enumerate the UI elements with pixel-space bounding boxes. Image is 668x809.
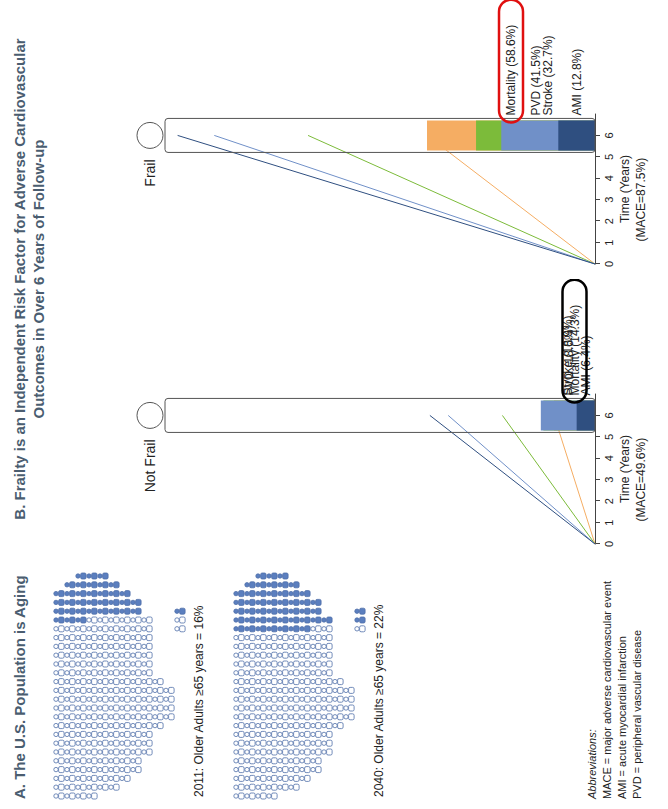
html-text:Abbreviations:: Abbreviations:: [586, 729, 598, 799]
html-text:2040: Older Adults ≥65 years =: 2040: Older Adults ≥65 years = 22%: [372, 604, 386, 797]
svg-text:(MACE=87.5%): (MACE=87.5%): [634, 158, 648, 242]
html-text:MACE = major adverse cardiovas: MACE = major adverse cardiovascular even…: [601, 581, 613, 799]
svg-text:Mortality (58.6%): Mortality (58.6%): [504, 25, 518, 116]
svg-text:6: 6: [603, 412, 615, 418]
svg-text:6: 6: [603, 132, 615, 138]
svg-text:Stroke (18.9%): Stroke (18.9%): [560, 315, 575, 396]
svg-text:1: 1: [603, 520, 615, 526]
svg-text:AMI (12.8%): AMI (12.8%): [570, 49, 584, 116]
svg-text:3: 3: [603, 477, 615, 483]
svg-text:2: 2: [603, 218, 615, 224]
svg-text:1: 1: [603, 240, 615, 246]
html-text:B. Frailty is an Independent R: B. Frailty is an Independent Risk Factor…: [11, 38, 47, 520]
svg-text:Frail: Frail: [142, 159, 158, 186]
svg-text:PVD (41.5%): PVD (41.5%): [528, 45, 543, 116]
html-text:AMI = acute myocardial infarct: AMI = acute myocardial infarction: [616, 636, 628, 799]
svg-text:AMI (6.4%): AMI (6.4%): [578, 335, 593, 396]
svg-text:0: 0: [603, 261, 615, 267]
svg-text:0: 0: [603, 541, 615, 547]
html-text:2011: Older Adults ≥65 years =: 2011: Older Adults ≥65 years = 16%: [192, 605, 206, 797]
svg-text:Time (Years): Time (Years): [618, 155, 632, 223]
svg-text:Time (Years): Time (Years): [618, 435, 632, 503]
svg-text:(MACE=49.6%): (MACE=49.6%): [634, 438, 648, 522]
svg-text:4: 4: [603, 175, 615, 181]
svg-text:2: 2: [603, 498, 615, 504]
svg-text:4: 4: [603, 455, 615, 461]
svg-text:Not Frail: Not Frail: [142, 439, 158, 492]
svg-text:Stroke (32.7%): Stroke (32.7%): [541, 35, 555, 115]
html-text:PVD = peripheral vascular dise: PVD = peripheral vascular disease: [631, 629, 643, 799]
svg-text:5: 5: [603, 434, 615, 440]
html-text:A. The U.S. Population is Agin: A. The U.S. Population is Aging: [11, 575, 28, 799]
svg-text:5: 5: [603, 154, 615, 160]
svg-text:3: 3: [603, 197, 615, 203]
